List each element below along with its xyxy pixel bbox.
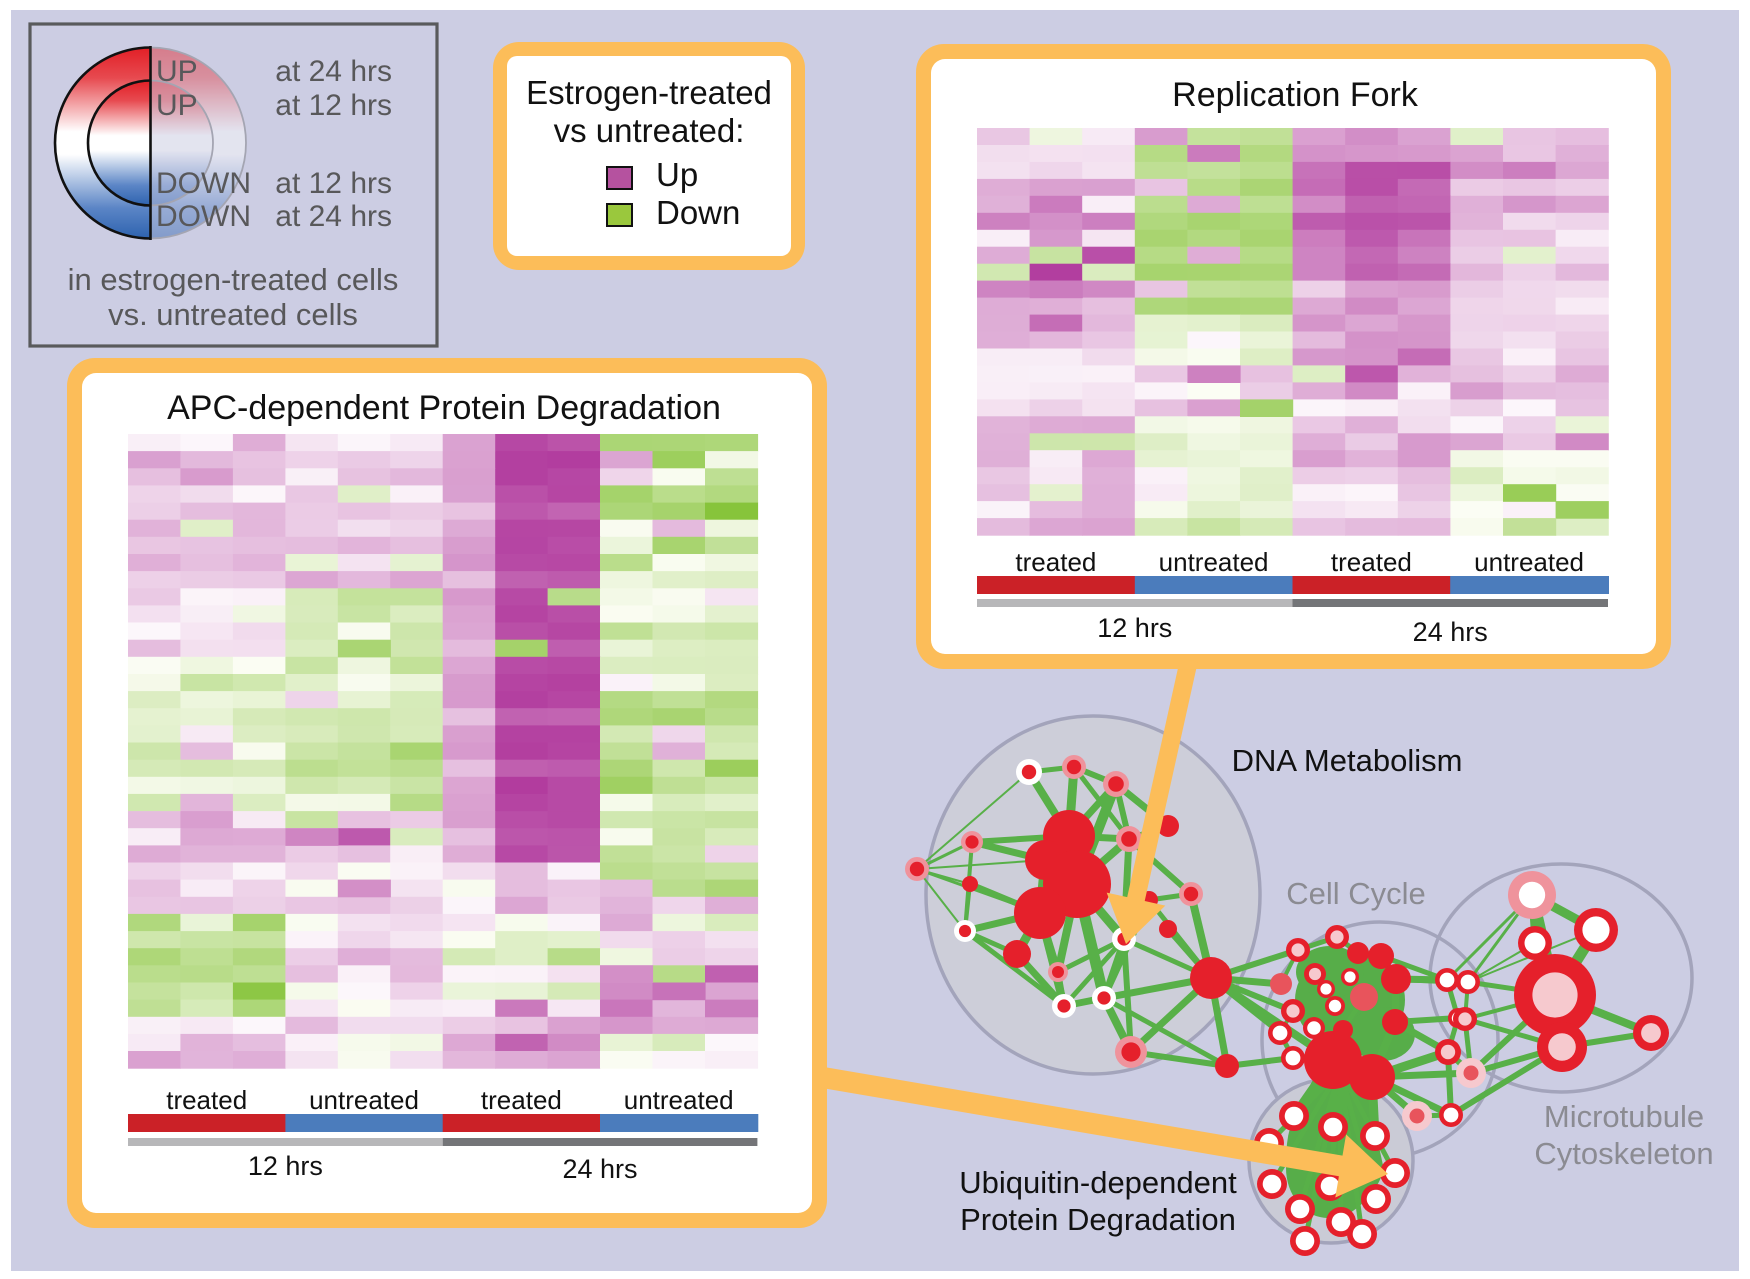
svg-text:12 hrs: 12 hrs <box>248 1151 323 1181</box>
svg-text:at 12 hrs: at 12 hrs <box>275 89 392 122</box>
svg-text:DOWN: DOWN <box>156 200 251 233</box>
svg-text:Microtubule: Microtubule <box>1544 1099 1704 1134</box>
svg-text:UP: UP <box>156 89 198 122</box>
svg-text:12 hrs: 12 hrs <box>1097 613 1172 643</box>
svg-text:Cell Cycle: Cell Cycle <box>1286 876 1426 911</box>
svg-text:at 24 hrs: at 24 hrs <box>275 55 392 88</box>
svg-text:24 hrs: 24 hrs <box>562 1154 637 1184</box>
svg-text:DOWN: DOWN <box>156 167 251 200</box>
svg-text:at 12 hrs: at 12 hrs <box>275 167 392 200</box>
svg-text:vs untreated:: vs untreated: <box>554 112 745 149</box>
svg-text:Protein Degradation: Protein Degradation <box>960 1202 1236 1237</box>
svg-text:treated: treated <box>1015 547 1096 577</box>
svg-text:Down: Down <box>656 194 740 231</box>
svg-text:Up: Up <box>656 156 698 193</box>
svg-text:APC-dependent Protein Degradat: APC-dependent Protein Degradation <box>167 389 721 427</box>
svg-text:untreated: untreated <box>1474 547 1584 577</box>
svg-text:UP: UP <box>156 55 198 88</box>
svg-text:untreated: untreated <box>309 1085 419 1115</box>
svg-text:untreated: untreated <box>624 1085 734 1115</box>
svg-text:24 hrs: 24 hrs <box>1413 617 1488 647</box>
svg-text:DNA Metabolism: DNA Metabolism <box>1232 743 1463 778</box>
svg-text:Estrogen-treated: Estrogen-treated <box>526 74 772 111</box>
svg-text:treated: treated <box>166 1085 247 1115</box>
svg-text:treated: treated <box>481 1085 562 1115</box>
svg-text:Ubiquitin-dependent: Ubiquitin-dependent <box>959 1165 1237 1200</box>
svg-text:in estrogen-treated cells: in estrogen-treated cells <box>68 262 399 297</box>
svg-text:Replication Fork: Replication Fork <box>1172 76 1419 114</box>
svg-text:treated: treated <box>1331 547 1412 577</box>
svg-text:Cytoskeleton: Cytoskeleton <box>1534 1136 1713 1171</box>
svg-text:vs. untreated cells: vs. untreated cells <box>108 297 358 332</box>
svg-text:at 24 hrs: at 24 hrs <box>275 200 392 233</box>
svg-text:untreated: untreated <box>1159 547 1269 577</box>
